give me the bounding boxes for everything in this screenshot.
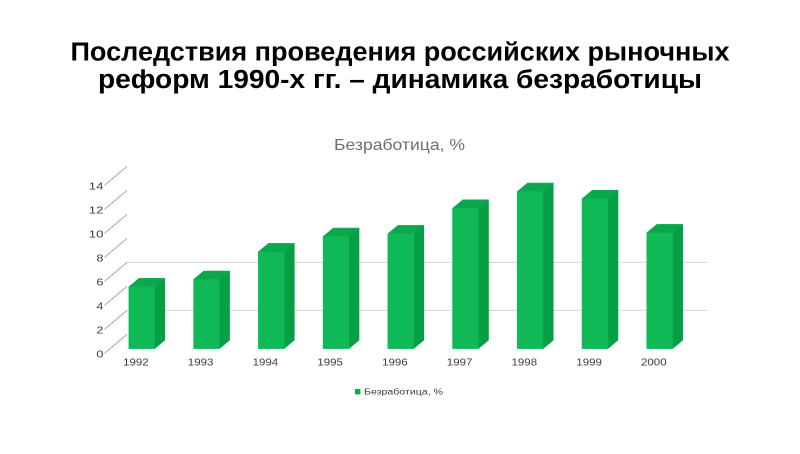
svg-text:Безработица, %: Безработица, % — [334, 137, 465, 154]
svg-text:1997: 1997 — [447, 358, 473, 369]
svg-text:4: 4 — [96, 302, 104, 313]
svg-text:6: 6 — [96, 278, 104, 289]
svg-text:1995: 1995 — [317, 358, 343, 369]
svg-text:1996: 1996 — [382, 358, 408, 369]
svg-text:1993: 1993 — [188, 358, 214, 369]
svg-text:14: 14 — [89, 182, 104, 193]
svg-text:2: 2 — [96, 326, 104, 337]
svg-text:реформ 1990-х гг. – динамика б: реформ 1990-х гг. – динамика безработицы — [98, 66, 702, 94]
svg-text:1999: 1999 — [576, 358, 602, 369]
svg-text:1994: 1994 — [253, 358, 279, 369]
svg-text:12: 12 — [89, 206, 104, 217]
svg-text:1992: 1992 — [123, 358, 149, 369]
svg-text:Последствия проведения российс: Последствия проведения российских рыночн… — [71, 38, 730, 66]
svg-text:8: 8 — [96, 254, 104, 265]
svg-text:10: 10 — [89, 230, 104, 241]
svg-text:Безработица, %: Безработица, % — [364, 387, 443, 396]
svg-text:1998: 1998 — [512, 358, 538, 369]
svg-text:2000: 2000 — [641, 358, 667, 369]
svg-text:0: 0 — [96, 350, 104, 361]
